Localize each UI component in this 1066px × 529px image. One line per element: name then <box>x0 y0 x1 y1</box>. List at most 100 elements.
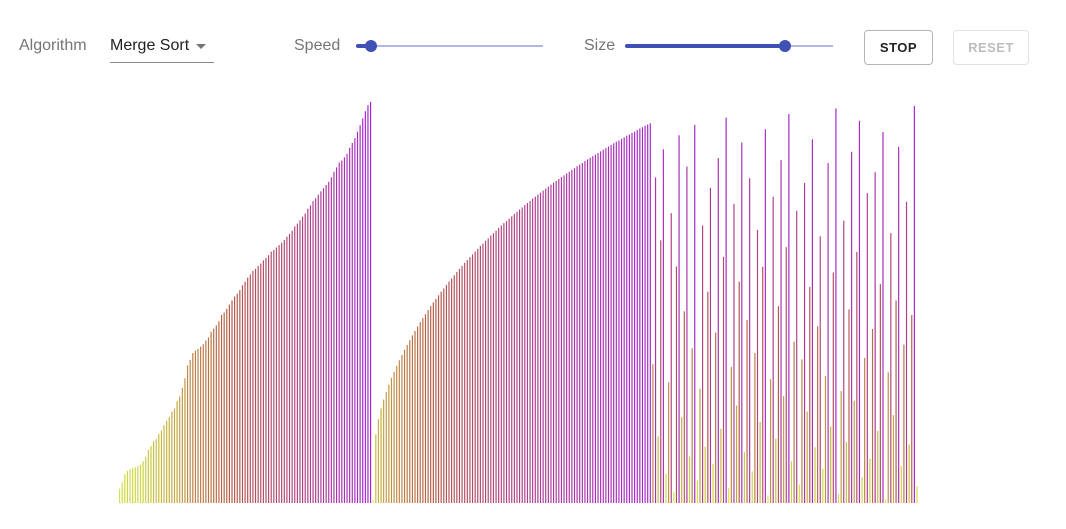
array-bar <box>746 320 748 503</box>
array-bar <box>665 473 667 503</box>
array-bar <box>179 396 181 503</box>
array-bar <box>283 239 285 503</box>
array-bar <box>600 151 602 503</box>
array-bar <box>189 359 191 503</box>
array-bar <box>430 306 432 503</box>
array-bar <box>537 194 539 503</box>
array-bar <box>571 169 573 503</box>
array-bar <box>675 266 678 503</box>
array-bar <box>492 233 495 503</box>
array-bar <box>333 171 335 503</box>
array-bar <box>759 422 761 503</box>
array-bar <box>615 141 617 503</box>
array-bar <box>503 223 505 503</box>
array-bar <box>532 198 534 503</box>
array-bar <box>783 395 785 503</box>
array-bar <box>119 488 121 503</box>
array-bar <box>411 335 413 503</box>
array-bar <box>735 405 738 503</box>
array-bar <box>367 105 369 504</box>
array-bar <box>581 162 583 503</box>
array-bar <box>286 236 288 504</box>
speed-slider[interactable] <box>356 36 543 56</box>
array-bar <box>738 281 740 503</box>
stop-button[interactable]: STOP <box>864 30 933 65</box>
array-bar <box>717 158 719 503</box>
array-bar <box>607 146 610 503</box>
array-bar <box>458 268 461 503</box>
array-bar <box>824 375 827 503</box>
array-bar <box>626 135 628 503</box>
array-bar <box>673 492 675 503</box>
array-bar <box>730 367 732 503</box>
array-bar <box>890 233 892 503</box>
size-slider-thumb[interactable] <box>779 40 792 52</box>
array-bar <box>490 235 492 503</box>
array-bar <box>422 318 424 503</box>
array-bar <box>317 194 319 503</box>
array-bar <box>469 257 471 503</box>
array-bar <box>369 102 372 503</box>
array-bar <box>806 411 808 503</box>
algorithm-select[interactable]: Merge Sort <box>110 30 214 63</box>
algorithm-label: Algorithm <box>19 37 87 54</box>
array-bar <box>226 308 228 503</box>
array-bar <box>443 288 445 503</box>
array-bar <box>487 238 489 503</box>
array-bar <box>249 274 251 503</box>
array-bar <box>764 129 766 503</box>
array-bar <box>338 162 340 504</box>
array-bar <box>220 314 223 503</box>
array-bar <box>605 148 607 503</box>
array-bar <box>657 436 659 503</box>
speed-slider-thumb[interactable] <box>364 40 377 52</box>
array-bar <box>892 415 895 503</box>
array-bar <box>268 255 270 503</box>
array-bar <box>328 181 330 504</box>
array-bar <box>218 321 220 503</box>
chevron-down-icon <box>196 44 206 49</box>
array-bar <box>796 210 798 504</box>
reset-button: RESET <box>953 30 1029 65</box>
array-bar <box>696 480 698 503</box>
array-bar <box>809 286 811 503</box>
array-bar <box>192 353 194 503</box>
array-bar <box>563 175 565 503</box>
array-bar <box>547 186 549 504</box>
array-bar <box>158 434 160 503</box>
array-bar <box>241 285 244 503</box>
array-bar <box>524 205 526 503</box>
speed-slider-track[interactable] <box>356 45 543 47</box>
array-bar <box>414 330 416 503</box>
array-bar <box>207 337 210 503</box>
array-bar <box>390 377 393 503</box>
array-bar <box>916 486 918 503</box>
array-bar <box>176 401 178 503</box>
array-bar <box>166 420 168 503</box>
array-bar <box>864 357 866 503</box>
array-bar <box>882 132 884 503</box>
array-bar <box>145 456 147 503</box>
array-bar <box>403 349 406 503</box>
array-bar <box>139 464 142 503</box>
array-bar <box>560 176 563 504</box>
array-bar <box>568 171 570 503</box>
array-bar <box>819 236 821 503</box>
array-bar <box>160 430 163 503</box>
array-bar <box>121 482 123 503</box>
array-bar <box>205 340 207 504</box>
size-label: Size <box>584 37 616 54</box>
array-bar <box>835 108 837 504</box>
array-bar <box>856 251 858 503</box>
array-bar <box>356 131 359 504</box>
array-bar <box>262 260 264 503</box>
array-bar <box>359 125 361 503</box>
array-bar <box>215 325 217 503</box>
size-slider[interactable] <box>625 36 833 56</box>
array-bar <box>406 345 408 503</box>
array-bar <box>231 300 233 503</box>
array-bar <box>383 399 385 503</box>
array-bar <box>654 177 657 503</box>
array-bar <box>448 281 450 503</box>
array-bar <box>307 208 309 504</box>
